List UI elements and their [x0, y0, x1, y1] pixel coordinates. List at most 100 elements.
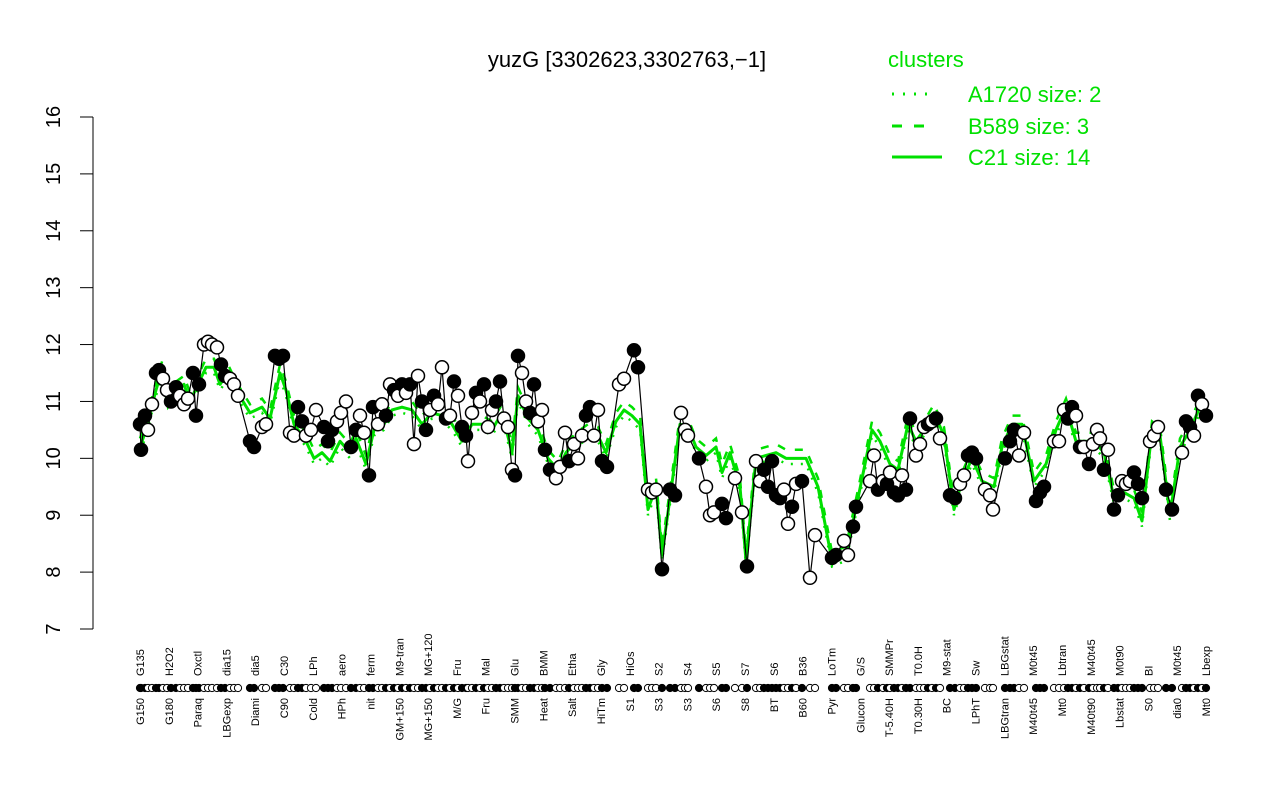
data-point — [1051, 434, 1067, 449]
data-point — [1134, 490, 1150, 506]
data-point — [133, 442, 149, 458]
data-point — [570, 451, 586, 466]
x-tick-label-bottom: Cold — [308, 698, 320, 721]
data-series — [132, 334, 1214, 586]
data-point — [1096, 462, 1112, 477]
data-point — [574, 428, 590, 443]
x-marker — [278, 683, 288, 693]
x-tick-label-top: B36 — [798, 656, 810, 676]
chart-title: yuzG [3302623,3302763,−1] — [488, 47, 766, 72]
data-point — [1110, 488, 1126, 503]
data-point — [626, 342, 642, 358]
x-marker — [311, 683, 321, 693]
y-tick-label: 8 — [43, 567, 65, 578]
cluster-lines — [138, 357, 1208, 569]
data-point — [714, 496, 730, 512]
data-point — [338, 394, 354, 409]
data-point — [680, 428, 696, 443]
x-marker — [988, 683, 998, 693]
data-point — [1198, 408, 1214, 423]
data-point — [784, 499, 800, 514]
x-marker — [633, 683, 643, 693]
x-tick-label-bottom: SMM — [510, 698, 522, 724]
x-tick-label-bottom: Mt0 — [1201, 698, 1213, 716]
y-tick-label: 14 — [43, 220, 65, 242]
y-tick-label: 16 — [43, 106, 65, 128]
data-point — [460, 453, 476, 469]
x-tick-label-top: G135 — [135, 649, 147, 676]
x-tick-label-bottom: T0.30H — [913, 698, 925, 734]
x-tick-label-bottom: Glucon — [855, 698, 867, 733]
x-marker — [742, 683, 752, 693]
legend-entry-a1720: A1720 size: 2 — [968, 82, 1101, 107]
data-point — [1092, 431, 1108, 446]
x-tick-label-top: LPh — [308, 656, 320, 676]
x-marker — [619, 683, 629, 693]
data-point — [997, 451, 1013, 466]
x-tick-label-bottom: S3 — [654, 698, 666, 711]
x-marker — [1039, 683, 1049, 693]
data-point — [654, 562, 670, 577]
x-tick-label-top: S5 — [711, 663, 723, 676]
data-point — [807, 527, 823, 543]
data-point — [667, 488, 683, 503]
data-point — [230, 388, 246, 404]
data-point — [840, 547, 856, 563]
x-tick-label-bottom: T-5.40H — [884, 698, 896, 737]
x-tick-label-bottom: Salt — [567, 698, 579, 717]
data-point — [912, 436, 928, 452]
x-tick-label-top: SMMPr — [884, 639, 896, 676]
x-tick-label-bottom: Mt0 — [1057, 698, 1069, 716]
data-point — [526, 377, 542, 392]
data-point — [476, 377, 492, 392]
x-tick-label-bottom: M/G — [452, 698, 464, 719]
x-tick-label-top: Sw — [971, 661, 983, 676]
x-marker — [721, 683, 731, 693]
data-point — [308, 402, 324, 418]
data-point — [727, 470, 743, 486]
data-point — [144, 397, 160, 412]
x-tick-label-top: ferm — [365, 654, 377, 676]
x-tick-label-top: BMM — [538, 650, 550, 676]
data-point — [776, 482, 792, 497]
x-tick-label-bottom: MG+150 — [423, 698, 435, 741]
x-marker — [971, 683, 981, 693]
data-point — [492, 374, 508, 389]
data-point — [947, 490, 963, 506]
data-point — [1164, 502, 1180, 517]
x-tick-label-top: BI — [1143, 666, 1155, 676]
data-point — [209, 340, 225, 355]
x-marker — [249, 683, 259, 693]
data-point — [275, 348, 291, 364]
x-tick-label-top: aero — [337, 654, 349, 676]
data-point — [294, 414, 310, 429]
x-marker — [935, 683, 945, 693]
x-axis: G135 H2O2 Oxctl dia15 dia5 C30 LPh aero ferm M9-t… — [135, 634, 1213, 741]
data-point — [557, 425, 573, 440]
x-tick-label-bottom: M40t45 — [1028, 698, 1040, 735]
x-tick-label-bottom: Paraq — [193, 698, 205, 727]
data-point — [140, 422, 156, 438]
x-tick-label-top: M0t45 — [1172, 645, 1184, 676]
data-point — [1186, 428, 1202, 443]
data-point — [780, 516, 796, 532]
data-point — [828, 547, 844, 563]
data-point — [734, 505, 750, 520]
data-point — [514, 365, 530, 381]
y-axis: 7 8 9 10 11 12 13 14 15 16 — [43, 106, 94, 635]
x-tick-label-bottom: Lbstat — [1115, 698, 1127, 728]
data-point — [866, 448, 882, 463]
data-point — [845, 519, 861, 534]
y-tick-label: 15 — [43, 163, 65, 185]
data-point — [764, 453, 780, 469]
x-tick-label-bottom: BT — [769, 698, 781, 712]
data-point — [450, 388, 466, 404]
data-point — [446, 374, 462, 389]
x-tick-label-top: HiOs — [625, 651, 637, 676]
x-tick-label-bottom: Heat — [538, 698, 550, 721]
x-tick-label-bottom: Fru — [481, 698, 493, 715]
x-tick-label-bottom: B60 — [798, 698, 810, 718]
data-point — [352, 408, 368, 423]
data-point — [500, 419, 516, 435]
x-tick-label-bottom: GM+150 — [394, 698, 406, 741]
